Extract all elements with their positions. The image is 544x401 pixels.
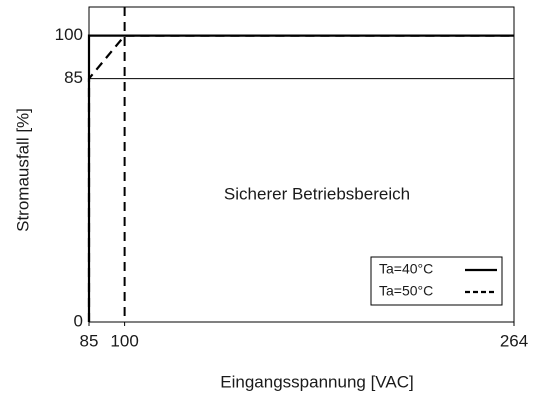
x-axis-label: Eingangsspannung [VAC]: [220, 372, 413, 391]
legend-label: Ta=50°C: [379, 283, 433, 299]
annotation: Sicherer Betriebsbereich: [224, 184, 410, 203]
series-line: [87, 34, 514, 322]
legend-label: Ta=40°C: [379, 261, 433, 277]
y-tick-label: 85: [64, 68, 83, 87]
legend: [370, 256, 503, 306]
y-tick-label: 0: [74, 311, 83, 330]
x-tick-label: 264: [500, 331, 528, 350]
x-tick-label: 85: [80, 331, 99, 350]
y-axis-label: Stromausfall [%]: [13, 108, 32, 232]
x-tick-label: 100: [110, 331, 138, 350]
y-tick-label: 100: [55, 25, 83, 44]
